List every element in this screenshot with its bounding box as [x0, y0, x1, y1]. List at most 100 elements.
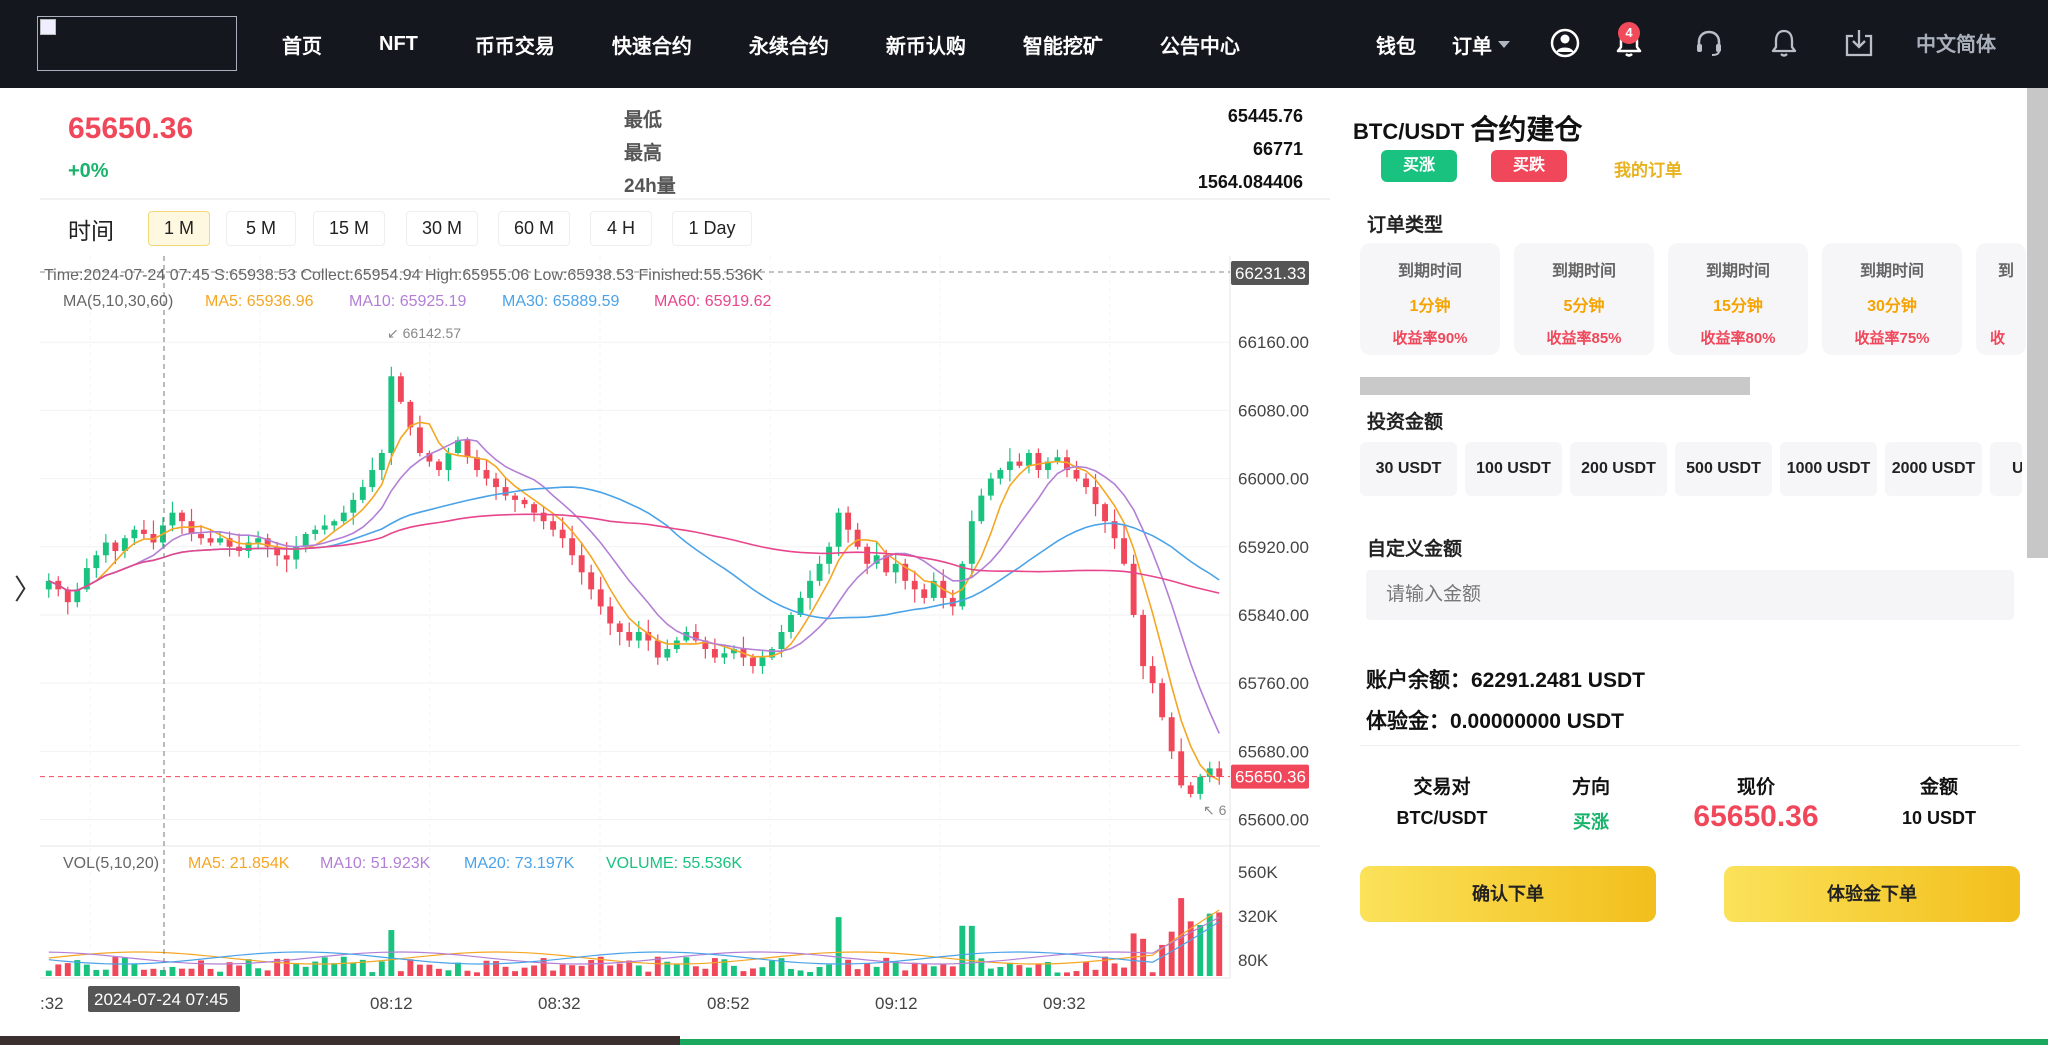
trial-order-button[interactable]: 体验金下单	[1724, 866, 2020, 922]
candle-body	[226, 538, 233, 547]
broken-image-icon	[40, 19, 56, 35]
volume-bar	[1045, 961, 1051, 976]
candle-body	[883, 555, 890, 573]
candle-body	[369, 470, 376, 488]
candle-body	[455, 440, 461, 453]
amount-2000[interactable]: 2000 USDT	[1885, 442, 1982, 496]
amount-more[interactable]: U	[1990, 442, 2022, 496]
custom-amount-input[interactable]	[1366, 570, 2014, 620]
nav-ipo[interactable]: 新币认购	[885, 35, 966, 58]
volume-bar	[1016, 965, 1023, 976]
orders-link[interactable]: 订单	[1452, 35, 1492, 58]
volume-bar	[978, 958, 985, 976]
ma-legend-title: MA(5,10,30,60)	[63, 293, 173, 310]
order-type-card[interactable]: 到期时间 5分钟 收益率85%	[1514, 243, 1654, 355]
timeframe-1m[interactable]: 1 M	[148, 211, 210, 246]
crosshair-price-text: 66231.33	[1235, 264, 1306, 283]
volume-bar	[74, 960, 81, 976]
order-type-scrollbar[interactable]	[1360, 377, 1750, 395]
amount-200[interactable]: 200 USDT	[1570, 442, 1667, 496]
nav-announcements[interactable]: 公告中心	[1159, 35, 1240, 58]
timeframe-5m[interactable]: 5 M	[226, 211, 296, 246]
candle-body	[1130, 563, 1137, 615]
order-type-title: 订单类型	[1367, 215, 1444, 236]
nav-nft[interactable]: NFT	[379, 32, 418, 55]
volume-bar	[730, 965, 737, 976]
kline-chart[interactable]: Time:2024-07-24 07:45 S:65938.53 Collect…	[40, 256, 1330, 1026]
amount-1000[interactable]: 1000 USDT	[1780, 442, 1877, 496]
language-switcher[interactable]: 中文简体	[1916, 34, 1996, 56]
min-price-label: ↖ 6	[1203, 802, 1227, 818]
my-orders-link[interactable]: 我的订单	[1614, 161, 1682, 180]
timeframe-30m[interactable]: 30 M	[406, 211, 478, 246]
candle-body	[1178, 751, 1185, 786]
chevron-right-icon[interactable]: 〉	[14, 574, 43, 605]
nav-mining[interactable]: 智能挖矿	[1022, 35, 1103, 58]
volume-bar	[45, 970, 52, 976]
nav-home[interactable]: 首页	[282, 35, 322, 58]
volume-bar	[616, 963, 623, 976]
confirm-order-button[interactable]: 确认下单	[1360, 866, 1656, 922]
candle-body	[721, 653, 728, 658]
volume-bar	[531, 965, 538, 976]
volume-bar	[245, 959, 252, 976]
order-card-rate: 收益率90%	[1392, 330, 1468, 347]
nav-perpetual[interactable]: 永续合约	[748, 35, 829, 58]
nav-spot[interactable]: 币币交易	[474, 35, 555, 58]
vol-ma5-line	[48, 909, 1220, 965]
order-type-card[interactable]: 到期时间 1分钟 收益率90%	[1360, 243, 1500, 355]
invest-title: 投资金额	[1367, 412, 1444, 433]
volume-bar	[179, 968, 185, 976]
download-icon[interactable]	[1842, 26, 1876, 60]
panel-title: BTC/USDT 合约建仓	[1353, 108, 1582, 148]
amount-500[interactable]: 500 USDT	[1675, 442, 1772, 496]
volume-bar	[416, 964, 423, 976]
last-price-tag-text: 65650.36	[1235, 768, 1306, 787]
user-icon[interactable]	[1548, 26, 1582, 60]
candle-body	[1045, 461, 1051, 471]
volume-bar	[883, 957, 890, 976]
candle-body	[692, 631, 699, 641]
price-change: +0%	[68, 160, 109, 182]
volume-tick: 80K	[1238, 951, 1269, 970]
order-type-card[interactable]: 到期时间 30分钟 收益率75%	[1822, 243, 1962, 355]
bell-outline-icon[interactable]	[1767, 26, 1801, 60]
timeframe-1day[interactable]: 1 Day	[672, 211, 752, 246]
volume-bar	[1216, 912, 1223, 976]
volume-bar	[569, 965, 576, 976]
candle-body	[1111, 521, 1118, 539]
low-label: 最低	[624, 110, 663, 131]
candle-body	[902, 563, 909, 581]
order-type-card[interactable]: 到 收	[1976, 243, 2026, 355]
candle-body	[217, 538, 223, 543]
amount-30[interactable]: 30 USDT	[1360, 442, 1457, 496]
volume-bar	[426, 964, 433, 976]
buy-down-button[interactable]: 买跌	[1491, 150, 1567, 182]
candle-body	[711, 649, 718, 658]
buy-up-button[interactable]: 买涨	[1381, 150, 1457, 182]
candle-body	[255, 538, 262, 543]
volume-bar	[1168, 931, 1175, 976]
order-card-label: 到期时间	[1397, 263, 1462, 280]
timeframe-15m[interactable]: 15 M	[313, 211, 385, 246]
volume-bar	[188, 968, 195, 976]
timeframe-4h[interactable]: 4 H	[590, 211, 652, 246]
logo[interactable]	[37, 16, 237, 71]
headset-icon[interactable]	[1692, 26, 1726, 60]
candle-body	[911, 580, 918, 590]
volume-bar	[198, 960, 204, 976]
candle-body	[1140, 614, 1147, 667]
amount-100[interactable]: 100 USDT	[1465, 442, 1562, 496]
candle-body	[873, 555, 880, 564]
volume-bar	[788, 968, 794, 976]
volume-bar	[150, 968, 157, 976]
wallet-link[interactable]: 钱包	[1376, 35, 1416, 58]
order-type-card[interactable]: 到期时间 15分钟 收益率80%	[1668, 243, 1808, 355]
candle-body	[131, 529, 138, 539]
orders-menu[interactable]: 订单	[1452, 0, 1510, 88]
candle-body	[426, 452, 433, 462]
nav-quick-contract[interactable]: 快速合约	[611, 35, 692, 58]
candle-body	[302, 533, 309, 547]
page-scrollbar[interactable]	[2027, 88, 2048, 558]
timeframe-60m[interactable]: 60 M	[498, 211, 570, 246]
